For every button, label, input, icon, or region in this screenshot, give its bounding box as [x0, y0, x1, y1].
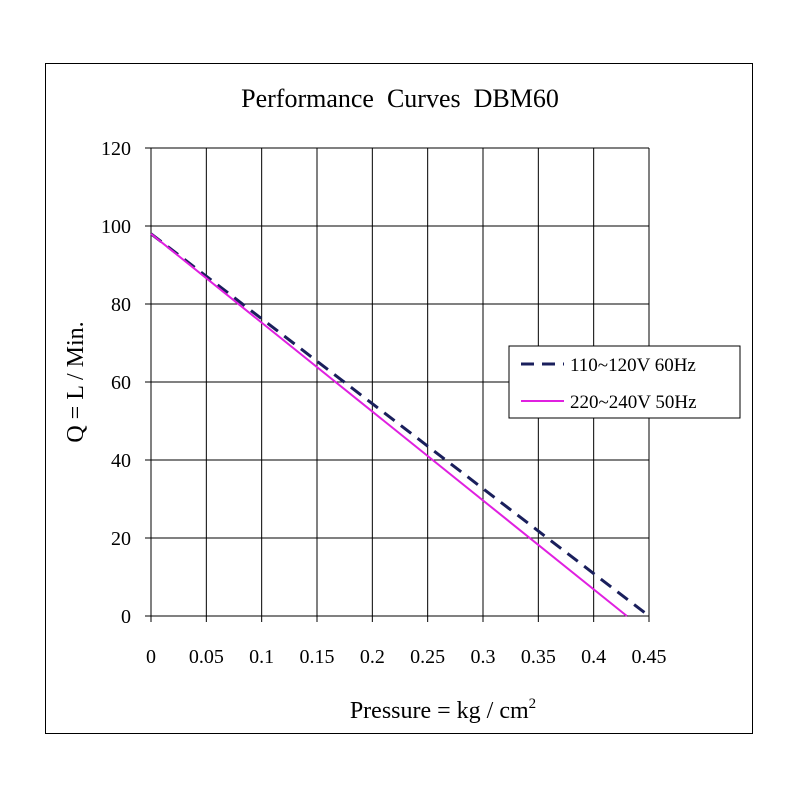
x-tick-label: 0.45	[632, 646, 667, 668]
x-tick-label: 0.25	[410, 646, 445, 668]
x-axis-label-text: Pressure = kg / cm	[350, 698, 529, 724]
x-tick-label: 0.35	[521, 646, 556, 668]
y-tick-labels: 0 20 40 60 80 100 120	[101, 138, 131, 628]
legend-label-1: 220~240V 50Hz	[570, 392, 697, 413]
y-tick-label: 120	[101, 138, 131, 160]
x-tick-labels: 0 0.05 0.1 0.15 0.2 0.25 0.3 0.35 0.4 0.45	[146, 646, 667, 668]
performance-chart: Performance Curves DBM60 0 0.05 0.1 0.15 0.2…	[63, 84, 741, 724]
y-tick-label: 0	[121, 606, 131, 628]
x-tick-label: 0.1	[249, 646, 274, 668]
x-tick-label: 0.05	[189, 646, 224, 668]
y-tick-label: 20	[111, 528, 131, 550]
y-axis-label: Q = L / Min.	[63, 321, 89, 442]
legend-label-0: 110~120V 60Hz	[570, 355, 696, 376]
y-tick-label: 100	[101, 216, 131, 238]
legend: 110~120V 60Hz 220~240V 50Hz	[508, 345, 741, 419]
legend-box	[508, 345, 741, 419]
chart-title: Performance Curves DBM60	[241, 84, 559, 113]
chart-frame: Performance Curves DBM60 0 0.05 0.1 0.15 0.2…	[45, 63, 753, 734]
x-tick-label: 0.3	[471, 646, 496, 668]
series-lines	[150, 232, 650, 618]
x-tick-label: 0.4	[581, 646, 606, 668]
y-tick-label: 40	[111, 450, 131, 472]
x-axis-label-superscript: 2	[529, 696, 537, 712]
series-line-0	[150, 232, 650, 618]
y-tick-label: 80	[111, 294, 131, 316]
x-tick-label: 0	[146, 646, 156, 668]
x-tick-label: 0.2	[360, 646, 385, 668]
series-line-1	[150, 233, 628, 617]
x-tick-label: 0.15	[300, 646, 335, 668]
y-tick-label: 60	[111, 372, 131, 394]
x-axis-label: Pressure = kg / cm2	[350, 696, 536, 724]
